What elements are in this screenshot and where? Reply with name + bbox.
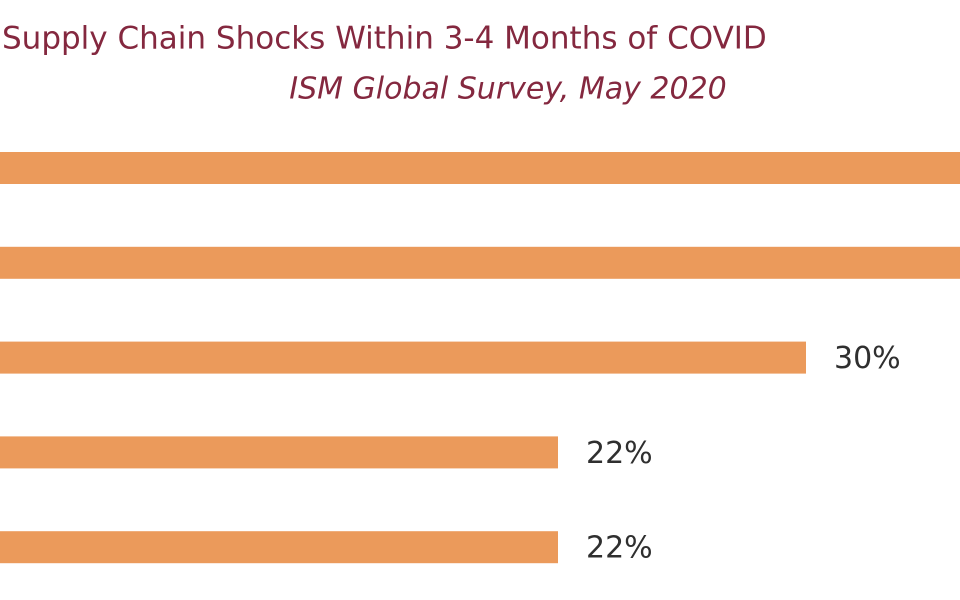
chart-subtitle: ISM Global Survey, May 2020 (289, 72, 727, 107)
bar (0, 246, 960, 279)
value-label: 30% (834, 341, 901, 376)
bar (0, 531, 558, 564)
value-label: 22% (586, 531, 653, 566)
bar (0, 436, 558, 469)
bar (0, 152, 960, 184)
chart-title: Supply Chain Shocks Within 3-4 Months of… (2, 21, 767, 57)
value-label: 22% (586, 436, 653, 471)
bar (0, 341, 806, 374)
